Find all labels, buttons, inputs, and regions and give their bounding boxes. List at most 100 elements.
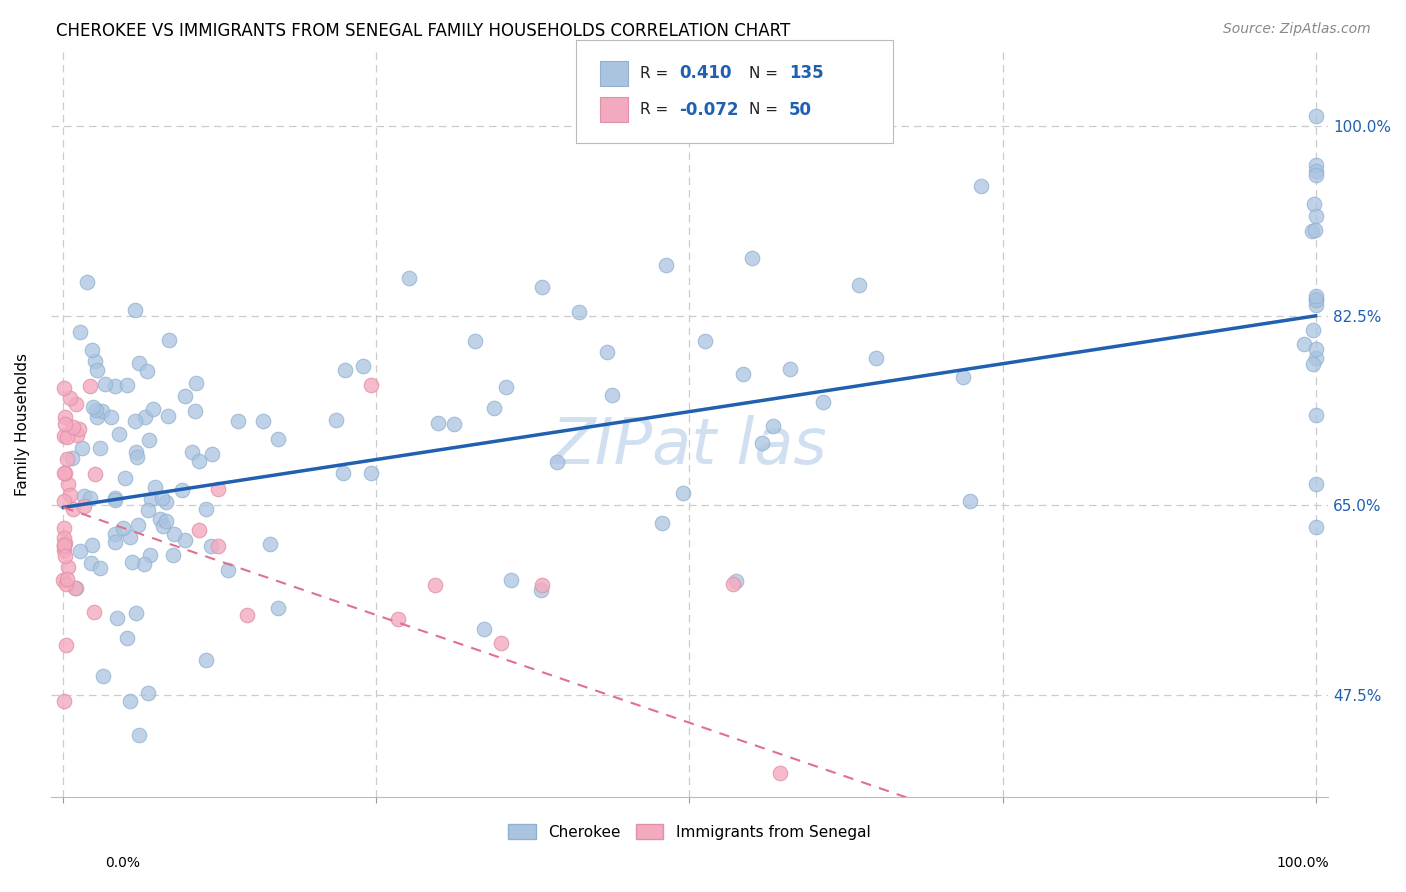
Point: [152, 518, 174, 533]
Point: [128, 728, 150, 742]
Point: [360, 466, 382, 480]
Text: N =: N =: [749, 103, 779, 117]
Point: [398, 270, 420, 285]
Point: [52, 429, 75, 443]
Point: [59, 488, 82, 502]
Point: [138, 433, 160, 447]
Text: N =: N =: [749, 66, 779, 80]
Point: [865, 351, 887, 365]
Point: [332, 466, 354, 480]
Point: [1302, 323, 1324, 337]
Point: [741, 801, 763, 815]
Point: [89, 561, 111, 575]
Point: [259, 537, 281, 551]
Point: [1301, 224, 1323, 238]
Point: [217, 563, 239, 577]
Point: [1305, 351, 1327, 365]
Text: 0.410: 0.410: [679, 64, 731, 82]
Point: [52, 539, 75, 553]
Point: [172, 483, 194, 497]
Point: [1305, 168, 1327, 182]
Point: [112, 521, 135, 535]
Point: [1305, 293, 1327, 307]
Point: [124, 444, 146, 458]
Point: [1305, 298, 1327, 312]
Point: [117, 632, 139, 646]
Point: [443, 417, 465, 431]
Point: [1305, 209, 1327, 223]
Point: [530, 279, 553, 293]
Point: [142, 401, 165, 416]
Point: [149, 512, 172, 526]
Point: [499, 574, 522, 588]
Point: [1305, 520, 1327, 534]
Point: [1305, 342, 1327, 356]
Point: [162, 549, 184, 563]
Point: [79, 491, 101, 505]
Point: [65, 397, 87, 411]
Point: [65, 581, 87, 595]
Point: [53, 535, 76, 549]
Point: [53, 410, 76, 425]
Point: [73, 500, 96, 514]
Point: [731, 367, 754, 381]
Point: [124, 303, 146, 318]
Point: [489, 636, 512, 650]
Point: [52, 542, 75, 557]
Point: [1305, 163, 1327, 178]
Point: [186, 376, 208, 391]
Point: [139, 491, 162, 506]
Text: R =: R =: [640, 66, 668, 80]
Point: [567, 304, 589, 318]
Point: [79, 378, 101, 392]
Point: [80, 556, 103, 570]
Point: [53, 531, 76, 545]
Point: [360, 378, 382, 392]
Point: [56, 430, 79, 444]
Point: [62, 502, 84, 516]
Point: [89, 441, 111, 455]
Point: [121, 555, 143, 569]
Text: Source: ZipAtlas.com: Source: ZipAtlas.com: [1223, 22, 1371, 37]
Point: [174, 389, 197, 403]
Point: [1292, 336, 1315, 351]
Point: [136, 503, 159, 517]
Point: [530, 578, 553, 592]
Point: [1305, 408, 1327, 422]
Point: [474, 622, 496, 636]
Point: [53, 466, 76, 480]
Point: [387, 612, 409, 626]
Point: [107, 611, 129, 625]
Point: [1303, 222, 1326, 236]
Point: [1305, 477, 1327, 491]
Point: [104, 379, 127, 393]
Point: [1303, 196, 1326, 211]
Point: [84, 354, 107, 368]
Point: [115, 378, 138, 392]
Point: [155, 514, 177, 528]
Point: [704, 801, 727, 815]
Point: [55, 572, 77, 586]
Point: [150, 491, 173, 505]
Point: [721, 577, 744, 591]
Text: -0.072: -0.072: [679, 101, 738, 119]
Point: [53, 381, 76, 395]
Point: [335, 362, 357, 376]
Point: [94, 376, 117, 391]
Point: [128, 356, 150, 370]
Point: [83, 605, 105, 619]
Point: [546, 455, 568, 469]
Point: [139, 548, 162, 562]
Point: [1305, 158, 1327, 172]
Point: [135, 364, 157, 378]
Point: [120, 530, 142, 544]
Point: [67, 422, 90, 436]
Point: [201, 447, 224, 461]
Text: ZIPat las: ZIPat las: [551, 416, 827, 477]
Point: [82, 343, 104, 357]
Point: [127, 518, 149, 533]
Point: [59, 391, 82, 405]
Point: [651, 516, 673, 530]
Point: [53, 493, 76, 508]
Point: [52, 521, 75, 535]
